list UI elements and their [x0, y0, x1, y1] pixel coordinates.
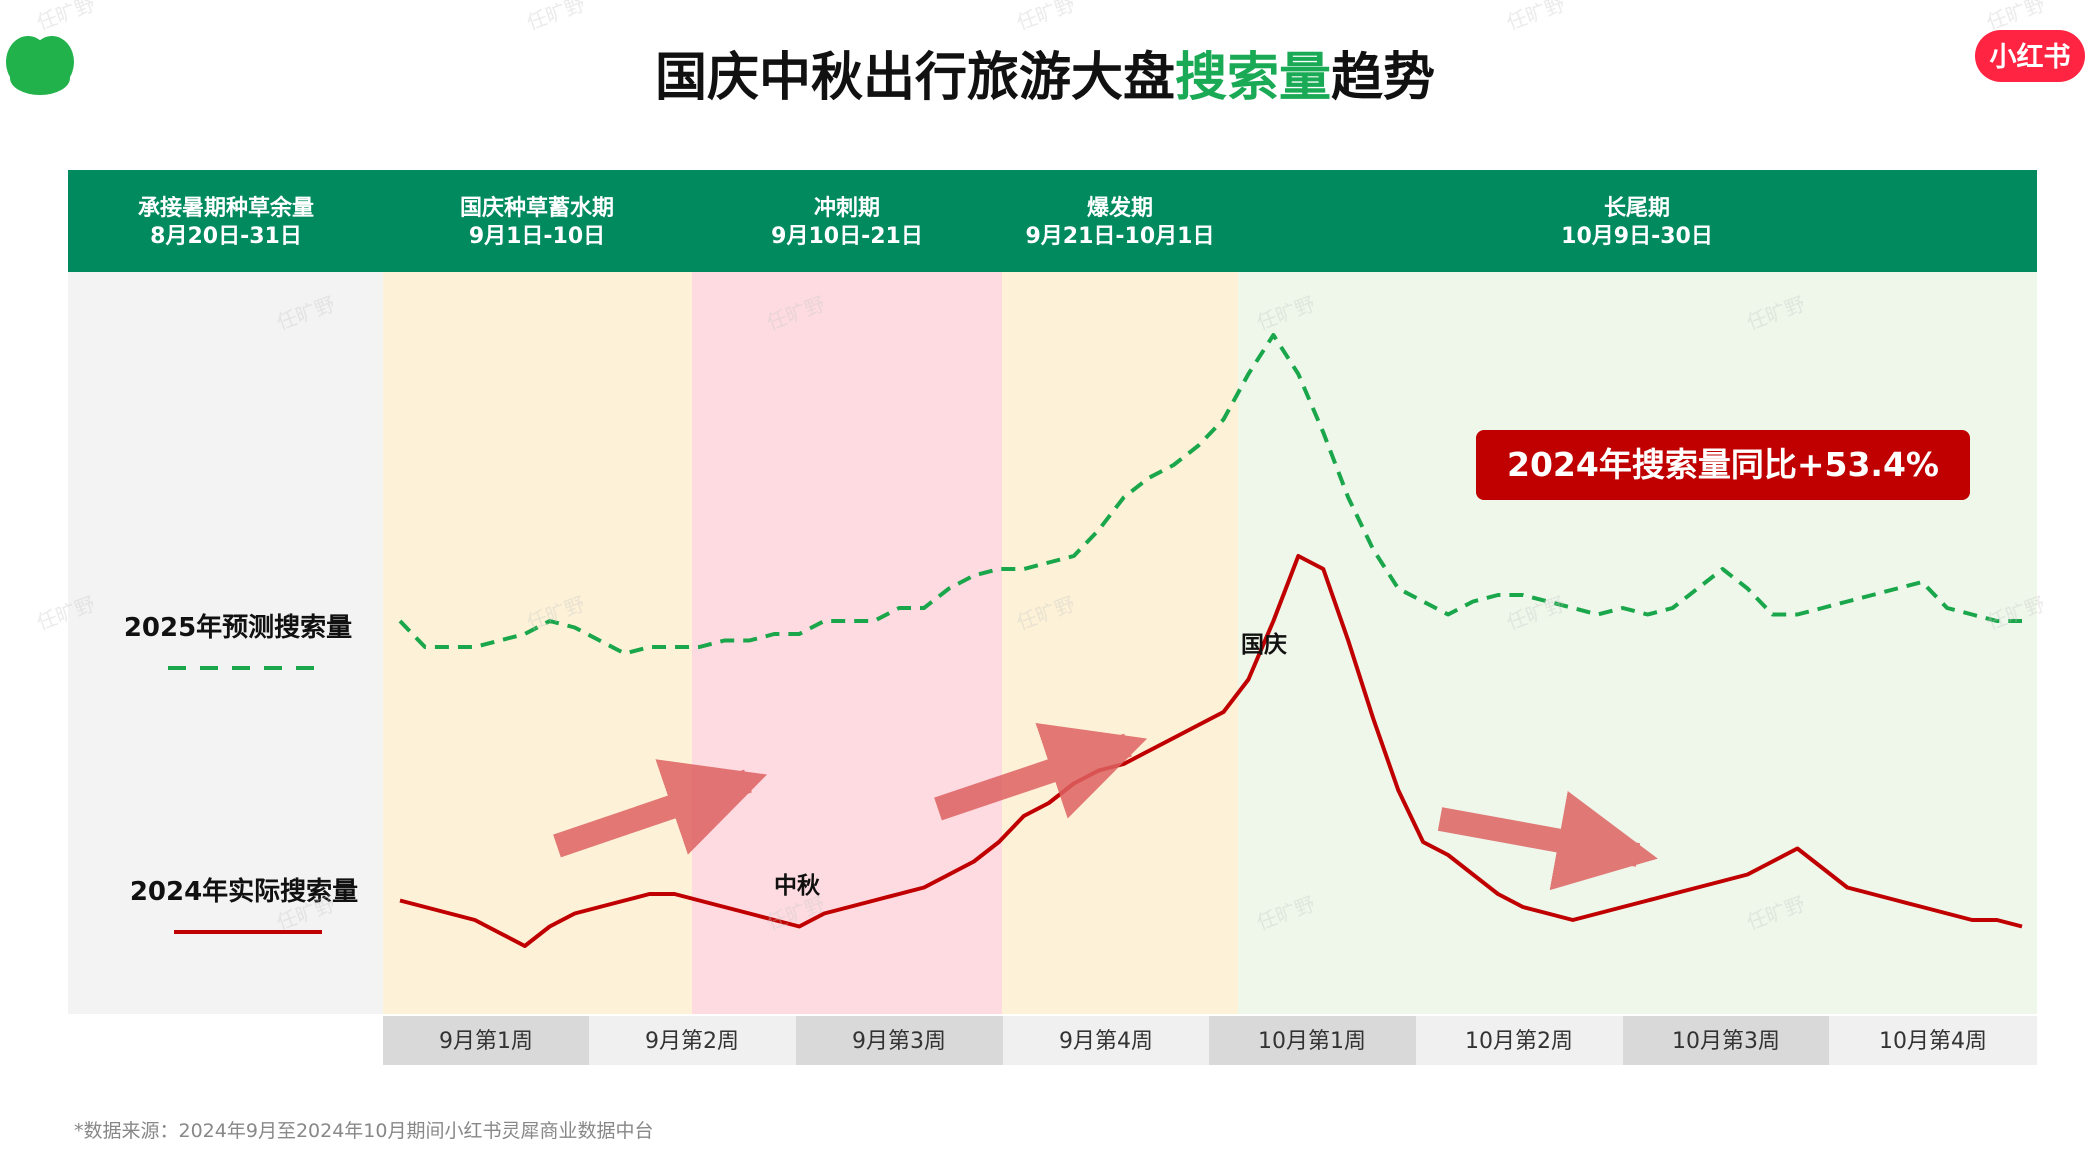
watermark-text: 任旷野: [1504, 0, 1569, 35]
phase-dates-1: 9月1日-10日: [469, 224, 605, 249]
legend-actual-label: 2024年实际搜索量: [130, 876, 358, 907]
watermark-text: 任旷野: [34, 0, 99, 35]
annotation-national-day: 国庆: [1241, 631, 1287, 658]
title-prefix: 国庆中秋出行旅游大盘: [655, 48, 1175, 108]
phase-name-4: 长尾期: [1604, 196, 1670, 221]
callout-text: 2024年搜索量同比+53.4%: [1507, 445, 1939, 484]
watermark-text: 任旷野: [524, 0, 589, 35]
week-label-6: 10月第3周: [1672, 1029, 1780, 1054]
series-line-actual-2024: [399, 554, 2023, 948]
week-strip: [383, 1016, 2037, 1065]
phase-dates-2: 9月10日-21日: [771, 224, 923, 249]
annotation-mid-autumn: 中秋: [774, 873, 821, 899]
title-highlight: 搜索量: [1175, 48, 1331, 108]
phase-dates-3: 9月21日-10月1日: [1026, 224, 1215, 249]
week-label-4: 10月第1周: [1258, 1029, 1366, 1054]
title-suffix: 趋势: [1331, 48, 1435, 108]
phase-dates-4: 10月9日-30日: [1561, 224, 1713, 249]
phase-band-0: [68, 272, 383, 1014]
week-label-5: 10月第2周: [1465, 1029, 1573, 1054]
footnote: *数据来源：2024年9月至2024年10月期间小红书灵犀商业数据中台: [74, 1120, 653, 1142]
week-cell-0: [383, 1016, 589, 1065]
badge-text: 小红书: [1990, 41, 2071, 73]
leaf-logo-icon: [6, 36, 74, 95]
phase-band-1: [383, 272, 692, 1014]
watermark-text: 任旷野: [1014, 0, 1079, 35]
watermark-text: 任旷野: [1984, 0, 2049, 35]
phase-name-3: 爆发期: [1087, 195, 1153, 221]
week-cell-6: [1623, 1016, 1829, 1065]
week-label-7: 10月第4周: [1879, 1029, 1987, 1054]
legend-forecast-label: 2025年预测搜索量: [124, 612, 352, 643]
phase-dates-0: 8月20日-31日: [150, 224, 302, 249]
week-cell-7: [1829, 1016, 2037, 1065]
week-cell-5: [1416, 1016, 1623, 1065]
trend-up-arrow-icon: [934, 722, 1148, 821]
week-cell-4: [1209, 1016, 1416, 1065]
trend-down-arrow-icon: [1437, 790, 1658, 891]
week-label-1: 9月第2周: [645, 1029, 739, 1054]
week-cell-2: [796, 1016, 1003, 1065]
page-title: 国庆中秋出行旅游大盘搜索量趋势: [655, 48, 1435, 108]
week-cell-1: [589, 1016, 796, 1065]
phase-name-0: 承接暑期种草余量: [138, 195, 314, 221]
series-line-forecast-2025: [398, 333, 2022, 656]
trend-up-arrow-icon: [553, 759, 768, 858]
phase-header-bar: [68, 170, 2037, 272]
yoy-callout: 2024年搜索量同比+53.4%: [1476, 430, 1970, 500]
phase-band-4: [1238, 272, 2037, 1014]
week-label-0: 9月第1周: [439, 1029, 533, 1054]
phase-name-1: 国庆种草蓄水期: [460, 195, 614, 221]
week-cell-3: [1003, 1016, 1209, 1065]
phase-band-2: [692, 272, 1002, 1014]
week-label-3: 9月第4周: [1059, 1029, 1153, 1054]
xiaohongshu-badge: 小红书: [1975, 30, 2085, 82]
week-label-2: 9月第3周: [852, 1029, 946, 1054]
phase-band-3: [1002, 272, 1238, 1014]
phase-bands: [68, 272, 2037, 1014]
phase-name-2: 冲刺期: [814, 196, 880, 221]
